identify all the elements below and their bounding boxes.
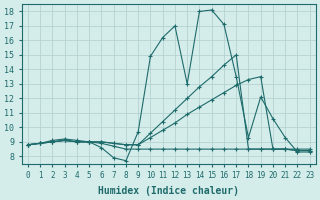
X-axis label: Humidex (Indice chaleur): Humidex (Indice chaleur): [98, 186, 239, 196]
